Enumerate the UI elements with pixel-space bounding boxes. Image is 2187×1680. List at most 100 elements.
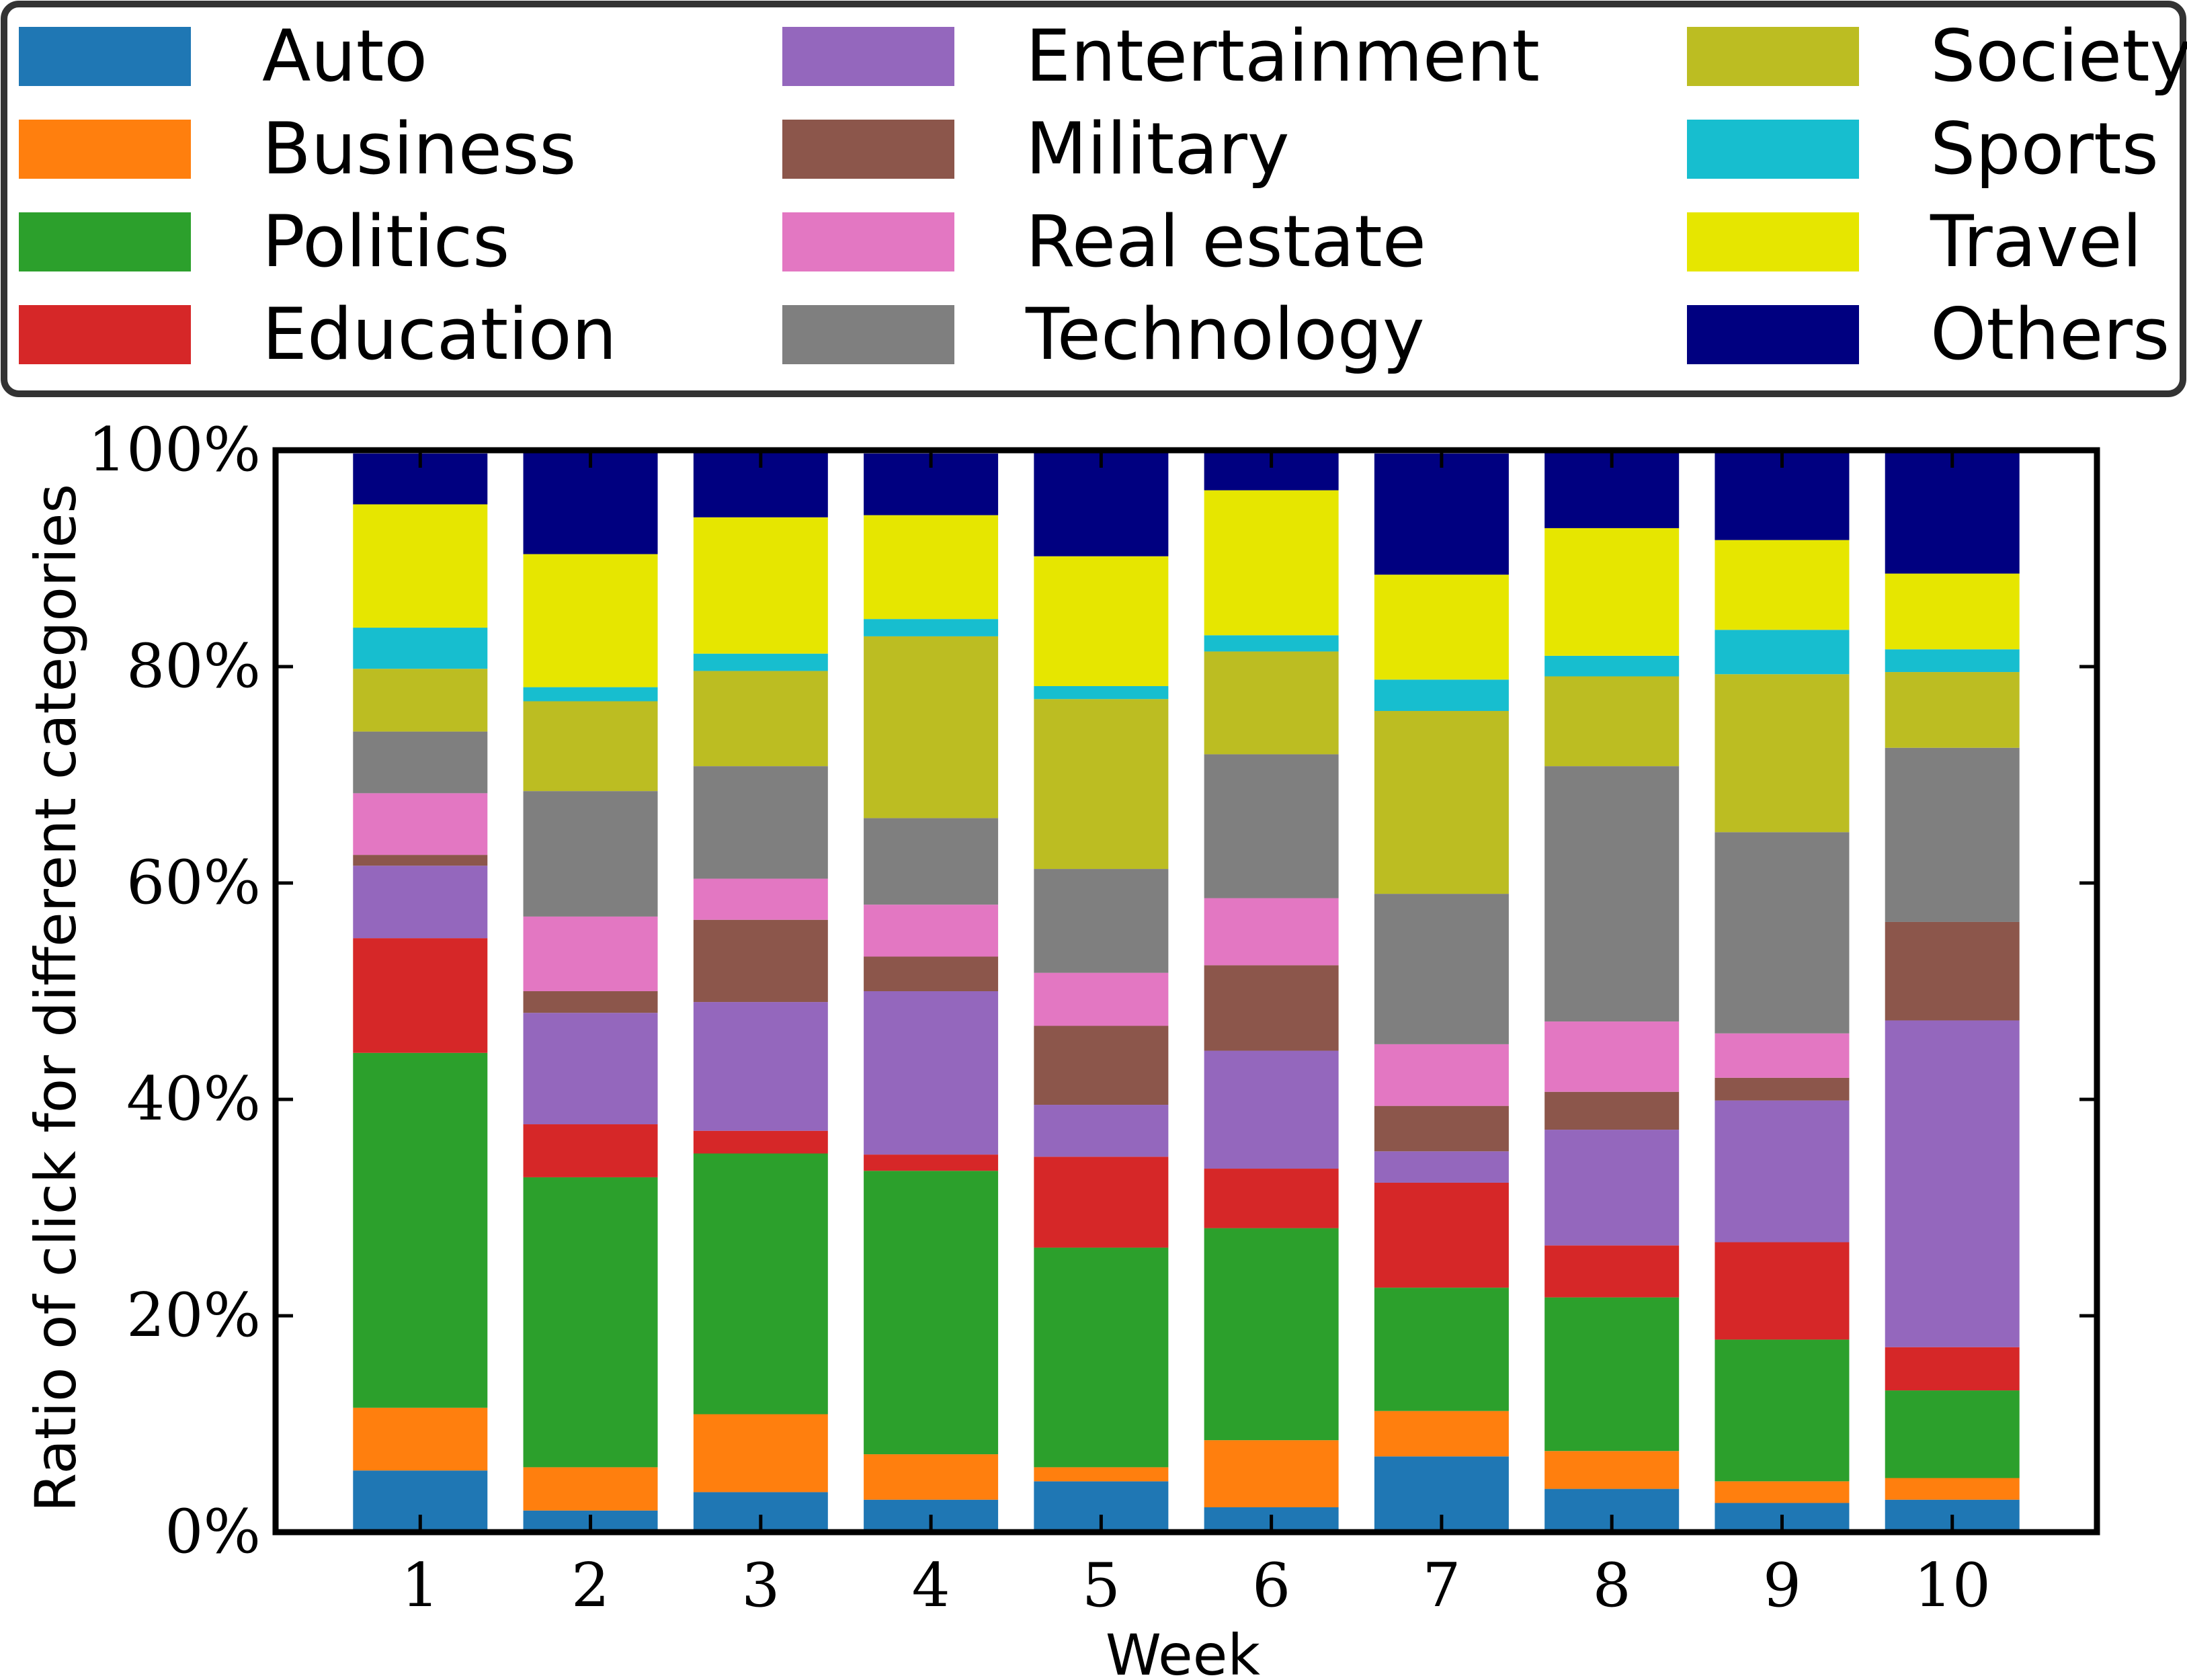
y-tick-label: 20% (126, 1280, 261, 1351)
segment-real-estate-week-5 (1034, 972, 1169, 1026)
segment-sports-week-8 (1544, 655, 1680, 677)
segment-travel-week-9 (1715, 540, 1850, 630)
segment-society-week-1 (353, 669, 488, 732)
legend: Auto Business Politics Education Entertainme… (1, 1, 2187, 397)
legend-swatch-education (19, 305, 191, 364)
segment-others-week-10 (1885, 452, 2020, 574)
segment-real-estate-week-1 (353, 793, 488, 855)
y-tick-label: 100% (88, 415, 261, 485)
segment-others-week-5 (1034, 450, 1169, 556)
bar-week-1 (353, 453, 488, 1532)
legend-swatch-auto (19, 27, 191, 86)
segment-politics-week-10 (1885, 1390, 2020, 1478)
segment-military-week-5 (1034, 1025, 1169, 1105)
segment-sports-week-9 (1715, 630, 1850, 675)
legend-swatch-real-estate (782, 212, 954, 271)
segment-travel-week-2 (523, 554, 658, 687)
segment-travel-week-1 (353, 504, 488, 628)
segment-travel-week-4 (864, 515, 999, 620)
segment-business-week-9 (1715, 1481, 1850, 1503)
segment-technology-week-2 (523, 791, 658, 917)
segment-military-week-9 (1715, 1077, 1850, 1101)
segment-entertainment-week-3 (693, 1002, 828, 1131)
bar-week-5 (1034, 450, 1169, 1532)
segment-entertainment-week-6 (1204, 1050, 1339, 1169)
legend-label-military: Military (1026, 108, 1290, 190)
segment-society-week-6 (1204, 651, 1339, 755)
legend-swatch-society (1687, 27, 1859, 86)
legend-label-real-estate: Real estate (1026, 200, 1426, 283)
segment-business-week-1 (353, 1407, 488, 1471)
bar-week-3 (693, 450, 828, 1532)
segment-education-week-1 (353, 938, 488, 1053)
legend-item-technology: Technology (782, 293, 1425, 376)
legend-item-others: Others (1687, 293, 2170, 376)
segment-business-week-2 (523, 1467, 658, 1511)
segment-entertainment-week-8 (1544, 1130, 1680, 1246)
bar-week-2 (523, 450, 658, 1532)
segment-military-week-7 (1374, 1105, 1509, 1152)
segment-business-week-8 (1544, 1451, 1680, 1489)
legend-swatch-military (782, 120, 954, 179)
segment-politics-week-5 (1034, 1247, 1169, 1468)
segment-entertainment-week-7 (1374, 1151, 1509, 1183)
legend-label-auto: Auto (262, 15, 427, 97)
segment-entertainment-week-10 (1885, 1020, 2020, 1347)
segment-business-week-5 (1034, 1467, 1169, 1482)
segment-travel-week-10 (1885, 573, 2020, 650)
legend-swatch-others (1687, 305, 1859, 364)
legend-label-travel: Travel (1930, 200, 2142, 283)
segment-sports-week-6 (1204, 635, 1339, 652)
segment-business-week-6 (1204, 1440, 1339, 1507)
bar-week-6 (1204, 451, 1339, 1532)
legend-item-auto: Auto (19, 15, 427, 97)
segment-military-week-1 (353, 855, 488, 866)
segment-society-week-3 (693, 671, 828, 767)
x-tick-label: 9 (1763, 1550, 1801, 1621)
legend-label-society: Society (1930, 15, 2187, 97)
x-tick-label: 4 (911, 1550, 950, 1621)
segment-entertainment-week-2 (523, 1013, 658, 1125)
segment-sports-week-5 (1034, 685, 1169, 700)
segment-military-week-3 (693, 919, 828, 1003)
x-tick-label: 5 (1082, 1550, 1120, 1621)
segment-society-week-10 (1885, 672, 2020, 748)
legend-item-society: Society (1687, 15, 2187, 97)
segment-society-week-4 (864, 636, 999, 818)
x-tick-label: 6 (1252, 1550, 1290, 1621)
legend-swatch-travel (1687, 212, 1859, 271)
segment-sports-week-1 (353, 628, 488, 669)
segment-education-week-9 (1715, 1242, 1850, 1340)
segment-education-week-6 (1204, 1169, 1339, 1228)
segment-technology-week-3 (693, 766, 828, 879)
segment-society-week-2 (523, 701, 658, 792)
legend-item-real-estate: Real estate (782, 200, 1426, 283)
segment-politics-week-3 (693, 1153, 828, 1415)
segment-travel-week-6 (1204, 490, 1339, 636)
segment-sports-week-2 (523, 687, 658, 702)
segment-military-week-8 (1544, 1091, 1680, 1130)
segment-politics-week-8 (1544, 1297, 1680, 1452)
y-tick-label: 80% (126, 631, 261, 702)
legend-swatch-politics (19, 212, 191, 271)
legend-label-politics: Politics (262, 200, 509, 283)
segment-technology-week-6 (1204, 754, 1339, 898)
segment-entertainment-week-1 (353, 866, 488, 939)
segment-real-estate-week-9 (1715, 1033, 1850, 1078)
segment-politics-week-2 (523, 1177, 658, 1468)
segment-real-estate-week-6 (1204, 898, 1339, 966)
segment-real-estate-week-8 (1544, 1021, 1680, 1092)
x-tick-label: 3 (741, 1550, 780, 1621)
segment-sports-week-3 (693, 653, 828, 671)
segment-sports-week-10 (1885, 649, 2020, 673)
segment-education-week-4 (864, 1154, 999, 1171)
y-tick-label: 0% (165, 1497, 261, 1567)
legend-frame (1, 1, 2186, 397)
legend-label-entertainment: Entertainment (1026, 15, 1540, 97)
segment-entertainment-week-5 (1034, 1105, 1169, 1157)
legend-item-education: Education (19, 293, 617, 376)
segment-society-week-8 (1544, 676, 1680, 767)
legend-swatch-sports (1687, 120, 1859, 179)
bar-week-7 (1374, 453, 1509, 1532)
